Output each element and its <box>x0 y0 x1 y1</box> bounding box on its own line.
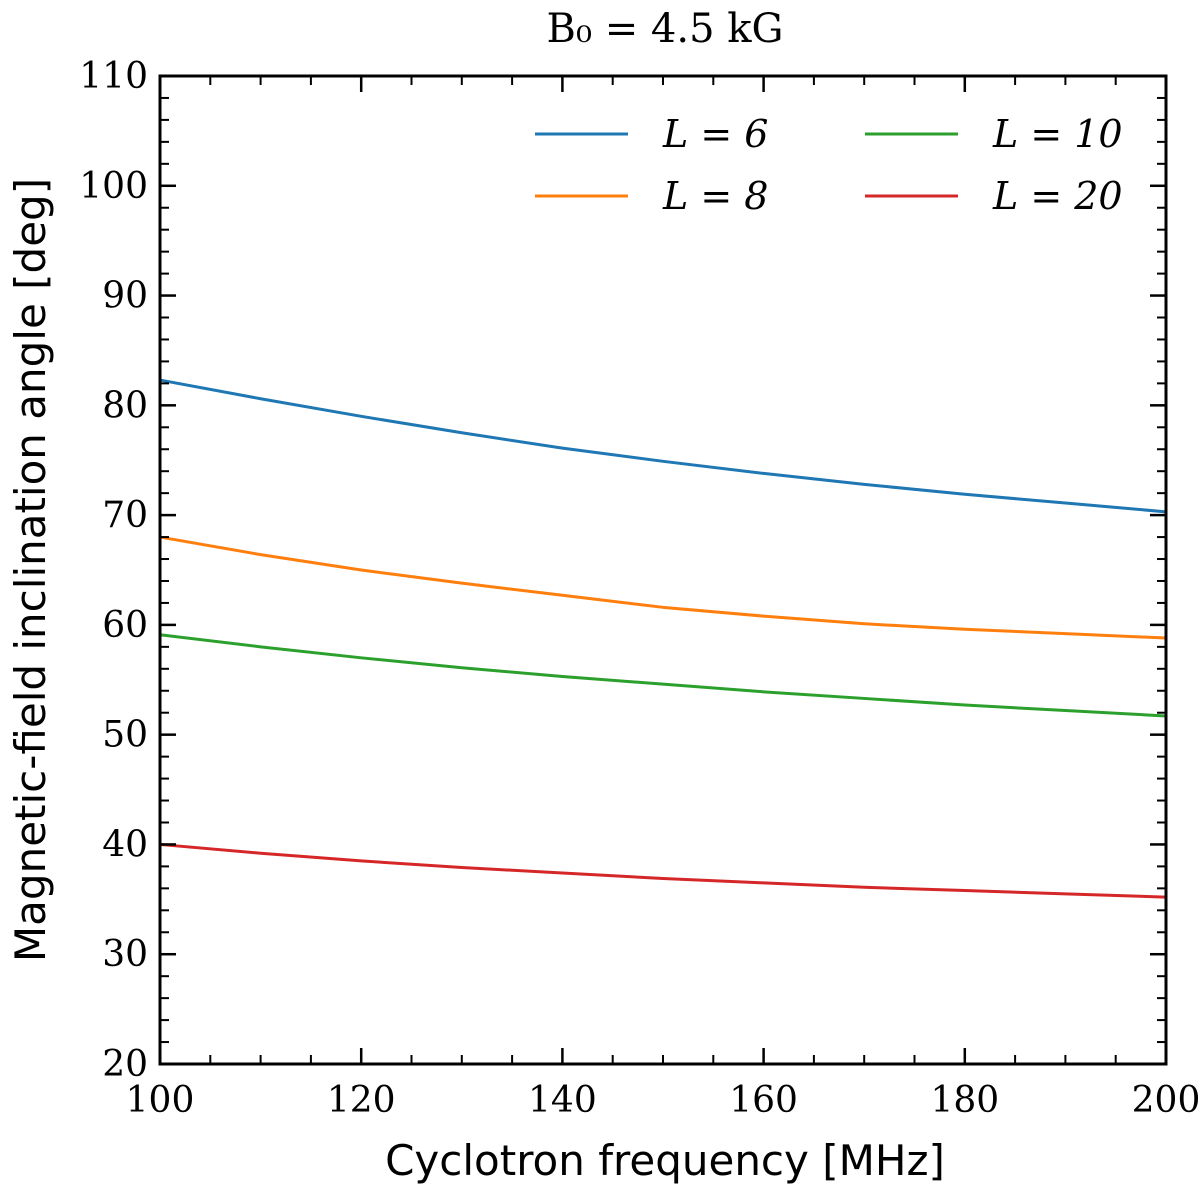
legend-label-l6: L = 6 <box>662 112 768 156</box>
x-axis-label: Cyclotron frequency [MHz] <box>385 1136 945 1185</box>
x-tick-label: 160 <box>729 1080 798 1121</box>
legend-label-l8: L = 8 <box>662 174 768 218</box>
y-tick-label: 110 <box>79 56 148 97</box>
y-tick-label: 40 <box>102 824 148 865</box>
y-tick-label: 70 <box>102 495 148 536</box>
series-layer <box>158 378 1168 899</box>
tick-labels-layer: 100 120 140 160 180 200 20 30 40 50 60 70 80 90 100 110 <box>79 56 1200 1121</box>
x-tick-label: 180 <box>930 1080 999 1121</box>
x-tick-label: 120 <box>327 1080 396 1121</box>
y-tick-label: 50 <box>102 715 148 756</box>
y-tick-label: 30 <box>102 934 148 975</box>
y-tick-label: 60 <box>102 605 148 646</box>
x-tick-label: 200 <box>1132 1080 1200 1121</box>
legend-label-l20: L = 20 <box>992 174 1123 218</box>
series-line-l-20 <box>158 842 1168 899</box>
plot-frame <box>158 74 1168 1066</box>
y-tick-label: 80 <box>102 385 148 426</box>
y-axis-label: Magnetic-field inclination angle [deg] <box>6 178 55 962</box>
series-line-l-10 <box>158 633 1168 718</box>
y-tick-label: 90 <box>102 276 148 317</box>
chart-title: B₀ = 4.5 kG <box>547 6 784 52</box>
y-tick-label: 20 <box>102 1044 148 1085</box>
legend: L = 6 L = 8 L = 10 L = 20 <box>535 112 1123 218</box>
y-tick-label: 100 <box>79 166 148 207</box>
legend-label-l10: L = 10 <box>992 112 1123 156</box>
x-tick-label: 140 <box>528 1080 597 1121</box>
series-line-l-8 <box>158 535 1168 640</box>
series-line-l-6 <box>158 378 1168 514</box>
x-tick-label: 100 <box>126 1080 195 1121</box>
